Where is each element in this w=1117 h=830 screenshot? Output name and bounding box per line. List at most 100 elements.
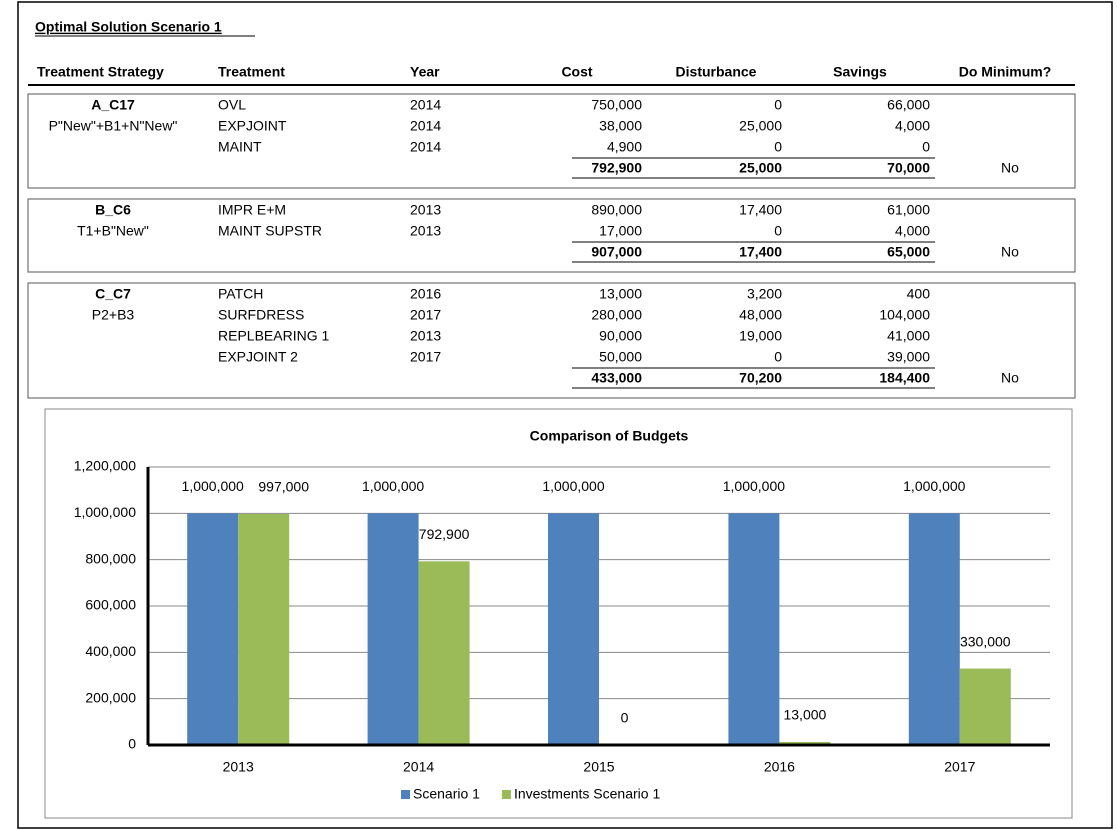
table-cell: 41,000	[887, 328, 930, 344]
table-cell: 38,000	[599, 118, 642, 134]
total-cell: 25,000	[739, 160, 782, 176]
x-tick-label: 2016	[764, 759, 795, 775]
table-cell: 0	[774, 223, 782, 239]
table-cell: 2017	[410, 349, 441, 365]
data-label: 330,000	[960, 633, 1011, 649]
page-border	[17, 1, 1113, 829]
do-minimum: No	[1001, 160, 1019, 176]
table-cell: 2013	[410, 223, 441, 239]
table-cell: 750,000	[591, 97, 642, 113]
table-cell: 104,000	[879, 307, 930, 323]
column-header: Cost	[561, 64, 592, 80]
legend-swatch	[401, 790, 410, 799]
strategy-name: A_C17	[91, 97, 135, 113]
column-header: Treatment	[218, 64, 285, 80]
table-cell: IMPR E+M	[218, 202, 286, 218]
table-cell: 4,000	[895, 223, 930, 239]
table-cell: 2013	[410, 328, 441, 344]
table-cell: 2014	[410, 118, 441, 134]
y-tick-label: 800,000	[85, 550, 136, 566]
table-cell: 0	[922, 139, 930, 155]
strategy-name: C_C7	[95, 286, 131, 302]
table-cell: MAINT SUPSTR	[218, 223, 322, 239]
total-cell: 907,000	[591, 244, 642, 260]
table-cell: EXPJOINT	[218, 118, 287, 134]
data-label: 1,000,000	[362, 478, 424, 494]
column-header: Do Minimum?	[959, 64, 1052, 80]
bar	[548, 513, 599, 745]
table-cell: 50,000	[599, 349, 642, 365]
table-cell: 2014	[410, 97, 441, 113]
table-cell: 2017	[410, 307, 441, 323]
do-minimum: No	[1001, 244, 1019, 260]
legend-label: Investments Scenario 1	[514, 786, 661, 802]
y-tick-label: 1,000,000	[74, 504, 136, 520]
table-cell: 61,000	[887, 202, 930, 218]
table-cell: 890,000	[591, 202, 642, 218]
bar	[908, 513, 960, 745]
strategy-name: B_C6	[95, 202, 131, 218]
bar	[959, 668, 1011, 745]
page-title: Optimal Solution Scenario 1	[35, 19, 222, 35]
table-cell: 90,000	[599, 328, 642, 344]
bar	[779, 741, 831, 745]
table-cell: PATCH	[218, 286, 263, 302]
x-tick-label: 2015	[583, 759, 614, 775]
table-cell: 0	[774, 139, 782, 155]
total-cell: 70,000	[887, 160, 930, 176]
table-cell: 4,900	[607, 139, 642, 155]
x-tick-label: 2014	[403, 759, 434, 775]
table-cell: 13,000	[599, 286, 642, 302]
y-tick-label: 0	[128, 736, 136, 752]
table-cell: 0	[774, 97, 782, 113]
data-label: 13,000	[783, 707, 826, 723]
table-cell: SURFDRESS	[218, 307, 304, 323]
table-cell: 2014	[410, 139, 441, 155]
table-cell: 2016	[410, 286, 441, 302]
bar	[238, 514, 290, 745]
y-tick-label: 200,000	[85, 689, 136, 705]
total-cell: 792,900	[591, 160, 642, 176]
table-cell: 2013	[410, 202, 441, 218]
group-box	[27, 198, 1076, 273]
strategy-code: P"New"+B1+N"New"	[49, 118, 178, 134]
y-tick-label: 400,000	[85, 643, 136, 659]
table-cell: 17,400	[739, 202, 782, 218]
group-box	[27, 282, 1076, 399]
group-box	[27, 93, 1076, 189]
table-cell: 25,000	[739, 118, 782, 134]
table-cell: 39,000	[887, 349, 930, 365]
column-header: Disturbance	[676, 64, 757, 80]
total-cell: 17,400	[739, 244, 782, 260]
data-label: 1,000,000	[182, 478, 244, 494]
y-tick-label: 1,200,000	[74, 458, 136, 474]
total-cell: 70,200	[739, 370, 782, 386]
table-cell: 400	[907, 286, 931, 302]
total-cell: 433,000	[591, 370, 642, 386]
x-tick-label: 2013	[223, 759, 254, 775]
bar	[187, 513, 239, 745]
table-cell: 3,200	[747, 286, 782, 302]
table-cell: 19,000	[739, 328, 782, 344]
table-cell: 17,000	[599, 223, 642, 239]
data-label: 1,000,000	[723, 478, 785, 494]
data-label: 1,000,000	[542, 478, 604, 494]
column-header: Treatment Strategy	[37, 64, 164, 80]
table-cell: 280,000	[591, 307, 642, 323]
y-tick-label: 600,000	[85, 597, 136, 613]
bar	[728, 513, 780, 745]
data-label: 0	[621, 710, 629, 726]
data-label: 1,000,000	[903, 478, 965, 494]
table-cell: 4,000	[895, 118, 930, 134]
legend-label: Scenario 1	[413, 786, 480, 802]
x-tick-label: 2017	[944, 759, 975, 775]
column-header: Savings	[833, 64, 887, 80]
table-cell: 48,000	[739, 307, 782, 323]
bar	[418, 561, 470, 745]
table-cell: REPLBEARING 1	[218, 328, 329, 344]
table-cell: 66,000	[887, 97, 930, 113]
strategy-code: T1+B"New"	[77, 223, 149, 239]
data-label: 792,900	[419, 526, 470, 542]
table-cell: EXPJOINT 2	[218, 349, 298, 365]
